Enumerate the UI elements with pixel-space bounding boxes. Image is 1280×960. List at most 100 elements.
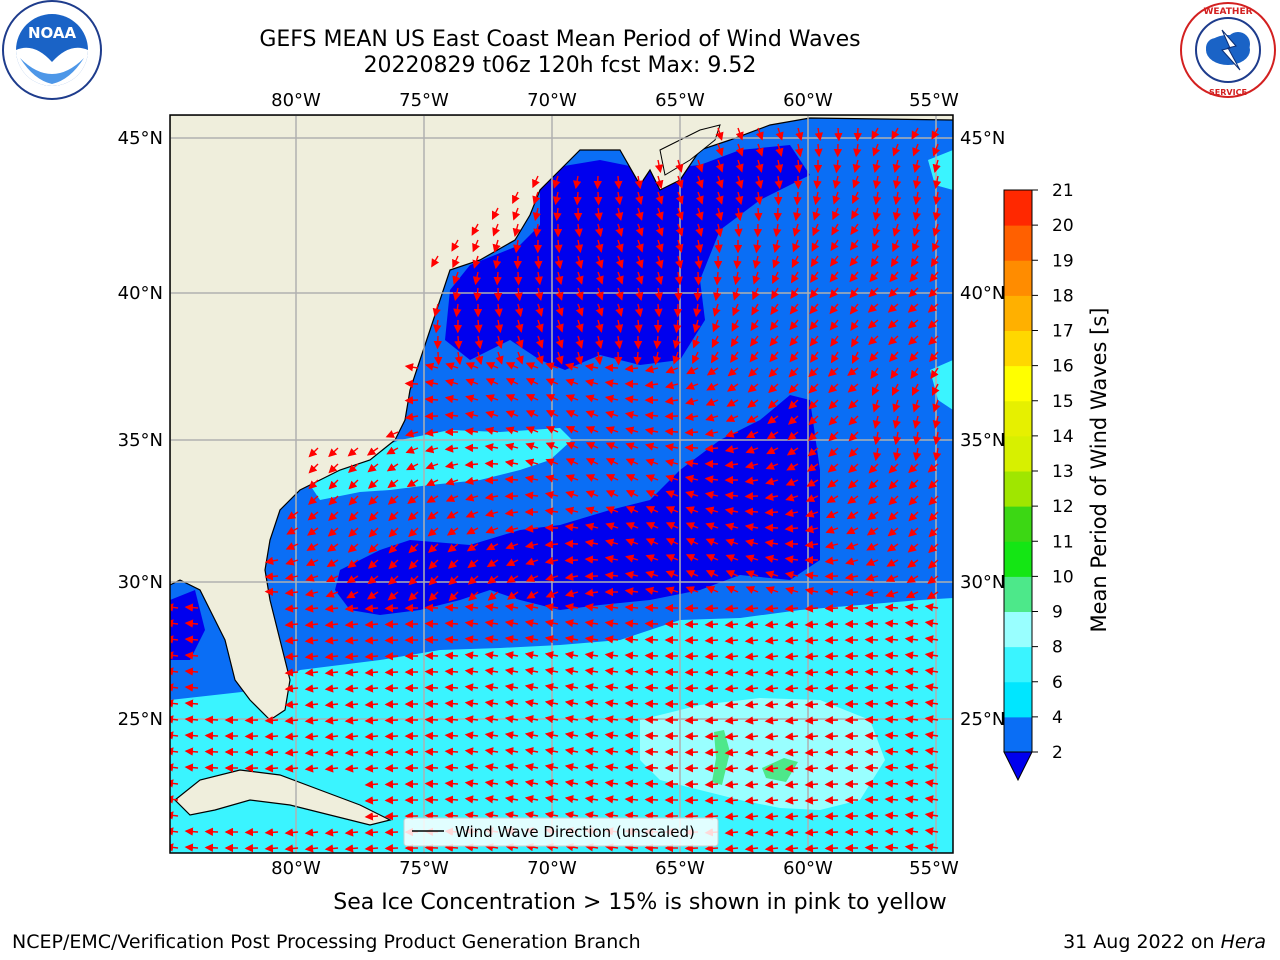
- colorbar-extend-min: [1003, 751, 1033, 782]
- wave-direction-arrow: [775, 127, 784, 141]
- wave-direction-arrow: [184, 603, 199, 612]
- wave-direction-arrow: [304, 652, 319, 661]
- wave-direction-arrow: [584, 779, 599, 788]
- wave-direction-arrow: [485, 509, 499, 518]
- wave-direction-arrow: [564, 715, 579, 724]
- wave-direction-arrow: [764, 716, 779, 725]
- wave-direction-arrow: [524, 730, 539, 740]
- wave-direction-arrow: [545, 410, 559, 418]
- wave-direction-arrow: [584, 683, 599, 692]
- wave-direction-arrow: [605, 522, 619, 531]
- wave-direction-arrow: [849, 303, 859, 315]
- wave-direction-arrow: [932, 239, 940, 253]
- wave-direction-arrow: [605, 410, 619, 419]
- colorbar-tick-label: 9: [1052, 603, 1063, 623]
- wave-direction-arrow: [635, 271, 644, 285]
- wave-direction-arrow: [515, 335, 524, 349]
- wave-direction-arrow: [867, 495, 879, 505]
- wave-direction-arrow: [594, 191, 603, 206]
- wave-direction-arrow: [924, 699, 939, 708]
- colorbar-tick-label: 18: [1052, 286, 1074, 306]
- wave-direction-arrow: [644, 365, 659, 374]
- wave-direction-arrow: [644, 667, 659, 676]
- wave-direction-arrow: [844, 588, 859, 597]
- wave-direction-arrow: [594, 351, 603, 366]
- wave-direction-arrow: [605, 474, 619, 482]
- wave-direction-arrow: [605, 490, 619, 498]
- wave-direction-arrow: [884, 779, 899, 788]
- wave-direction-arrow: [624, 395, 639, 404]
- wave-direction-arrow: [908, 511, 919, 522]
- wave-direction-arrow: [764, 684, 779, 693]
- wave-direction-arrow: [853, 127, 862, 142]
- wave-direction-arrow: [344, 748, 359, 757]
- wave-direction-arrow: [384, 732, 399, 741]
- colorbar-segment: [1004, 541, 1032, 577]
- wave-direction-arrow: [908, 495, 919, 506]
- wave-direction-arrow: [827, 479, 839, 488]
- wave-direction-arrow: [755, 159, 764, 173]
- colorbar-tick-label: 12: [1052, 497, 1074, 517]
- wave-direction-arrow: [484, 731, 499, 740]
- wave-direction-arrow: [744, 636, 759, 645]
- wave-direction-arrow: [747, 399, 759, 408]
- lat-label-right: 30°N: [960, 572, 1005, 593]
- wave-direction-arrow: [724, 668, 739, 677]
- wave-direction-arrow: [869, 271, 879, 283]
- wave-direction-arrow: [505, 394, 519, 402]
- wave-direction-arrow: [868, 287, 879, 298]
- wave-direction-arrow: [868, 479, 879, 490]
- wave-direction-arrow: [484, 683, 499, 692]
- wave-direction-arrow: [324, 668, 339, 677]
- wave-direction-arrow: [284, 732, 299, 741]
- wave-direction-arrow: [904, 635, 919, 644]
- wave-direction-arrow: [704, 652, 719, 661]
- wave-direction-arrow: [493, 271, 502, 286]
- wave-direction-arrow: [454, 351, 463, 366]
- wave-direction-arrow: [624, 747, 639, 756]
- wave-direction-arrow: [694, 239, 704, 254]
- wave-direction-arrow: [364, 604, 379, 613]
- wave-direction-arrow: [734, 223, 743, 238]
- wave-direction-arrow: [524, 682, 539, 692]
- wave-direction-arrow: [784, 764, 799, 773]
- wave-direction-arrow: [912, 415, 921, 430]
- wave-direction-arrow: [829, 271, 839, 283]
- wave-direction-arrow: [704, 732, 719, 741]
- colorbar-tick-label: 14: [1052, 427, 1074, 447]
- wave-direction-arrow: [304, 668, 319, 677]
- wave-direction-arrow: [644, 411, 659, 420]
- wave-direction-arrow: [724, 732, 739, 741]
- wave-direction-arrow: [504, 731, 519, 740]
- wave-direction-arrow: [773, 223, 782, 238]
- wave-direction-arrow: [204, 763, 219, 772]
- wave-direction-arrow: [364, 652, 379, 661]
- wave-direction-arrow: [286, 526, 299, 535]
- wave-direction-arrow: [487, 575, 499, 585]
- lat-label-left: 45°N: [118, 128, 163, 149]
- wave-direction-arrow: [444, 763, 459, 772]
- wave-direction-arrow: [308, 463, 319, 474]
- wave-direction-arrow: [704, 796, 719, 805]
- wave-direction-arrow: [685, 381, 699, 390]
- colorbar-tick-label: 20: [1052, 216, 1074, 236]
- wave-direction-arrow: [484, 603, 499, 612]
- wave-direction-arrow: [584, 588, 599, 597]
- wave-direction-arrow: [284, 684, 299, 693]
- wave-direction-arrow: [545, 474, 559, 483]
- wave-direction-arrow: [344, 652, 359, 661]
- wave-direction-arrow: [484, 779, 499, 788]
- wave-direction-arrow: [824, 812, 839, 821]
- wave-direction-arrow: [624, 795, 639, 804]
- wave-direction-arrow: [465, 510, 479, 518]
- wave-direction-arrow: [544, 730, 559, 740]
- wave-direction-arrow: [524, 778, 539, 788]
- wave-direction-arrow: [604, 683, 619, 692]
- wave-direction-arrow: [754, 207, 763, 222]
- wave-direction-arrow: [534, 255, 543, 270]
- wave-direction-arrow: [675, 207, 684, 221]
- wave-direction-arrow: [807, 463, 819, 472]
- wave-direction-arrow: [514, 287, 523, 302]
- wave-direction-arrow: [555, 319, 564, 333]
- wave-direction-arrow: [904, 731, 919, 740]
